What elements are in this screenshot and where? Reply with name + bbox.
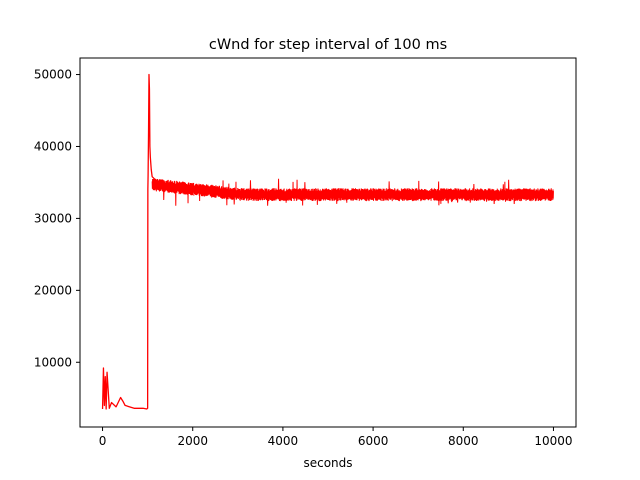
x-tick-label: 8000 (448, 434, 479, 448)
x-tick-label: 6000 (358, 434, 389, 448)
y-tick-label: 20000 (34, 283, 72, 297)
y-tick-label: 10000 (34, 355, 72, 369)
series-0-line (101, 73, 554, 410)
plot-area (101, 73, 554, 410)
y-axis: 10000 20000 30000 40000 50000 (34, 68, 80, 369)
y-tick-label: 30000 (34, 211, 72, 225)
y-tick-label: 50000 (34, 68, 72, 82)
x-axis: 0 2000 4000 6000 8000 10000 (99, 427, 573, 448)
x-tick-label: 4000 (268, 434, 299, 448)
series-0-steady-band (151, 178, 554, 206)
axes-frame (79, 57, 577, 428)
chart-title: cWnd for step interval of 100 ms (209, 37, 447, 53)
x-axis-label: seconds (303, 456, 352, 470)
x-tick-label: 10000 (534, 434, 572, 448)
x-tick-label: 0 (99, 434, 107, 448)
x-tick-label: 2000 (177, 434, 208, 448)
y-tick-label: 40000 (34, 139, 72, 153)
